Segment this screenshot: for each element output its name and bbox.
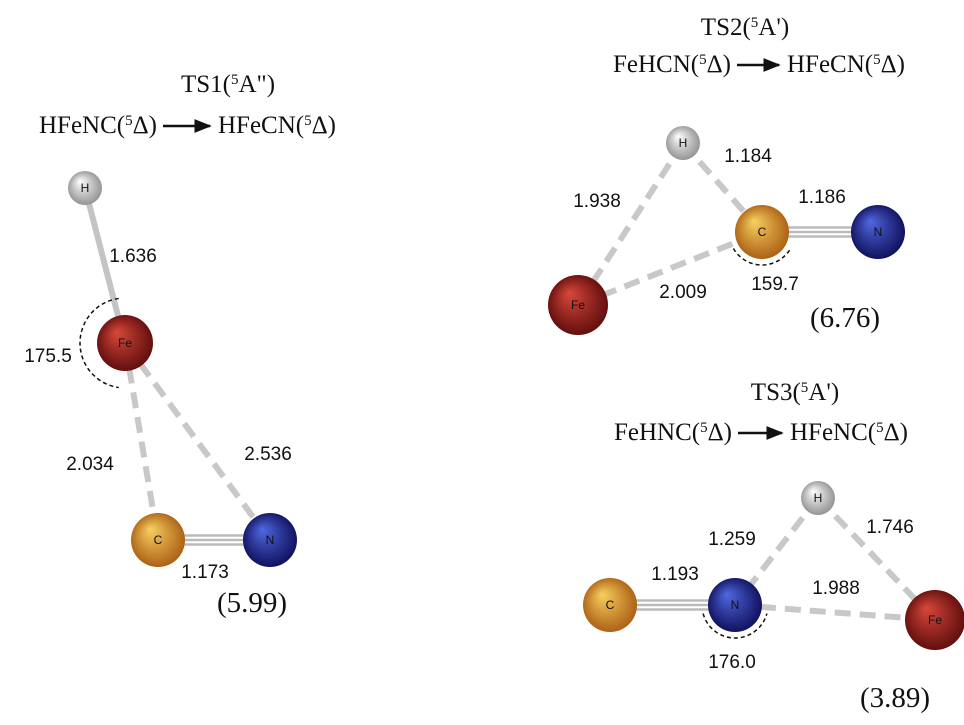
structure-title: TS2(5A') [701, 14, 789, 41]
product-superscript: 5 [876, 420, 884, 436]
product-part: HFeNC( [790, 419, 876, 446]
product: HFeCN(5Δ) [218, 112, 336, 139]
product: HFeCN(5Δ) [787, 51, 905, 78]
atom-label: N [874, 225, 883, 239]
product-part: Δ) [884, 419, 908, 446]
bond-length: 1.988 [812, 578, 860, 599]
reactant-part: HFeNC( [39, 112, 125, 139]
partial-bond [125, 343, 270, 540]
bond-length: 1.938 [573, 191, 621, 212]
atom-label: Fe [118, 336, 132, 350]
atom-label: C [606, 598, 615, 612]
bond-length: 1.193 [651, 564, 699, 585]
partial-bond [125, 343, 158, 540]
product-superscript: 5 [304, 113, 312, 129]
bond-length: 2.536 [244, 444, 292, 465]
structure-title-part: TS3( [751, 379, 801, 406]
bond-length: 2.034 [66, 454, 114, 475]
atom-label: C [758, 225, 767, 239]
reactant-superscript: 5 [125, 113, 133, 129]
bond-length: 1.184 [724, 146, 772, 167]
bond-angle: 176.0 [708, 652, 756, 673]
reactant: FeHNC(5Δ) [614, 419, 732, 446]
relative-energy: (5.99) [217, 587, 287, 619]
relative-energy: (6.76) [810, 302, 880, 334]
structure-title: TS1(5A") [181, 71, 275, 98]
reactant-part: FeHNC( [614, 419, 700, 446]
bond-length: 2.009 [659, 282, 707, 303]
reactant-part: Δ) [708, 419, 732, 446]
structure: TS3(5A')FeHNC(5Δ)HFeNC(5Δ)HNCFe1.2591.74… [583, 379, 964, 714]
reactant: FeHCN(5Δ) [613, 51, 731, 78]
atom-label: H [814, 491, 823, 505]
structure-title-superscript: 5 [751, 15, 759, 31]
product-superscript: 5 [873, 52, 881, 68]
atom-label: H [679, 136, 688, 150]
reactant-part: Δ) [133, 112, 157, 139]
atom-label: Fe [928, 613, 942, 627]
reactant: HFeNC(5Δ) [39, 112, 157, 139]
bond-angle: 159.7 [751, 274, 799, 295]
atom-label: N [266, 533, 275, 547]
reactant-part: FeHCN( [613, 51, 699, 78]
product: HFeNC(5Δ) [790, 419, 908, 446]
bond-length: 1.636 [109, 246, 157, 267]
structure-title-superscript: 5 [231, 72, 239, 88]
structure-title-part: A') [808, 379, 839, 406]
relative-energy: (3.89) [860, 682, 930, 714]
product-part: HFeCN( [218, 112, 304, 139]
structure-title: TS3(5A') [751, 379, 839, 406]
partial-bond [735, 605, 935, 620]
bond-length: 1.259 [708, 529, 756, 550]
structure-title-part: TS2( [701, 14, 751, 41]
reactant-superscript: 5 [699, 52, 707, 68]
structure-title-part: A") [238, 71, 275, 98]
reactant-part: Δ) [707, 51, 731, 78]
structure-title-part: TS1( [181, 71, 231, 98]
bond-angle: 175.5 [24, 346, 72, 367]
bond-length: 1.173 [181, 562, 229, 583]
atom-label: H [81, 181, 90, 195]
atom-label: C [154, 533, 163, 547]
product-part: HFeCN( [787, 51, 873, 78]
product-part: Δ) [881, 51, 905, 78]
product-part: Δ) [312, 112, 336, 139]
structure-title-part: A') [758, 14, 789, 41]
atom-label: Fe [571, 298, 585, 312]
bond-length: 1.746 [866, 517, 914, 538]
atom-label: N [731, 598, 740, 612]
diagram: TS1(5A")HFeNC(5Δ)HFeCN(5Δ)HFeCN1.6362.03… [0, 0, 964, 725]
reactant-superscript: 5 [700, 420, 708, 436]
structure-title-superscript: 5 [801, 380, 809, 396]
bond-length: 1.186 [798, 187, 846, 208]
